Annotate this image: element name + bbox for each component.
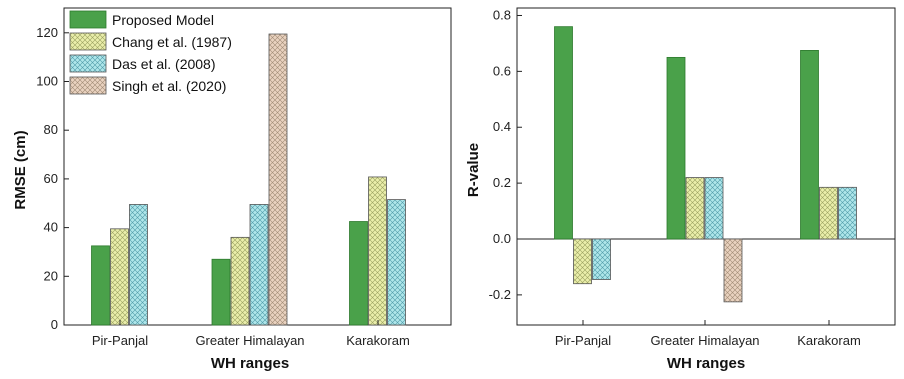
x-tick-label-karakoram: Karakoram: [346, 333, 410, 348]
legend-swatch-proposed-model: [69, 10, 107, 29]
bar-proposed-model-pir-panjal: [91, 245, 110, 326]
legend: Proposed Model Chang et al. (1987) Das et …: [69, 10, 232, 95]
bar-proposed-model-greater-himalayan: [211, 258, 231, 326]
y-tick-label: 80: [44, 122, 58, 137]
legend-label-singh-et-al-2020: Singh et al. (2020): [112, 78, 226, 94]
y-tick-label: 0.6: [493, 63, 511, 78]
bar-das-et-al-2008-greater-himalayan: [704, 177, 724, 240]
rmse-y-axis-title: RMSE (cm): [12, 130, 29, 209]
bar-das-et-al-2008-karakoram: [387, 199, 406, 326]
y-tick-label: 0.2: [493, 175, 511, 190]
x-tick-label-karakoram: Karakoram: [797, 333, 861, 348]
rmse-y-ticks: 0 20 40 60 80 100 120: [36, 25, 69, 332]
bar-das-et-al-2008-pir-panjal: [129, 204, 148, 326]
bar-singh-et-al-2020-greater-himalayan: [723, 238, 743, 303]
r-value-chart: -0.2 0.0 0.2 0.4 0.6 0.8 Pir-Panjal Greater Hi…: [465, 7, 896, 372]
rmse-chart: 0 20 40 60 80 100 120 Pir-Panjal Greater Himala…: [12, 7, 452, 372]
r-value-y-axis-title: R-value: [465, 143, 482, 197]
y-tick-label: 120: [36, 25, 58, 40]
bar-proposed-model-karakoram: [800, 50, 819, 240]
bar-das-et-al-2008-karakoram: [838, 186, 857, 240]
legend-label-chang-et-al-1987: Chang et al. (1987): [112, 34, 232, 50]
bar-das-et-al-2008-pir-panjal: [592, 238, 611, 280]
x-tick-label-greater-himalayan: Greater Himalayan: [650, 333, 759, 348]
bar-chang-et-al-1987-karakoram: [368, 176, 387, 326]
rmse-x-axis-title: WH ranges: [211, 355, 289, 372]
r-value-x-ticks: Pir-Panjal Greater Himalayan Karakoram: [555, 320, 861, 348]
bar-das-et-al-2008-greater-himalayan: [249, 204, 269, 326]
legend-label-das-et-al-2008: Das et al. (2008): [112, 56, 216, 72]
y-tick-label: 0.8: [493, 7, 511, 22]
legend-swatch-chang-et-al-1987: [69, 32, 107, 51]
rmse-x-ticks: Pir-Panjal Greater Himalayan Karakoram: [92, 320, 410, 348]
rmse-bars: [91, 33, 406, 326]
y-tick-label: 40: [44, 220, 58, 235]
y-tick-label: 0.4: [493, 119, 511, 134]
bar-proposed-model-karakoram: [349, 221, 368, 326]
y-tick-label: 20: [44, 268, 58, 283]
bar-proposed-model-greater-himalayan: [666, 56, 686, 240]
legend-swatch-singh-et-al-2020: [69, 76, 107, 95]
bar-proposed-model-pir-panjal: [554, 26, 573, 240]
y-tick-label: 0.0: [493, 231, 511, 246]
r-value-plot-frame: [516, 7, 896, 326]
bar-chang-et-al-1987-greater-himalayan: [230, 236, 250, 326]
bar-chang-et-al-1987-pir-panjal: [110, 228, 129, 326]
x-tick-label-greater-himalayan: Greater Himalayan: [195, 333, 304, 348]
bar-chang-et-al-1987-greater-himalayan: [685, 177, 705, 240]
x-tick-label-pir-panjal: Pir-Panjal: [92, 333, 148, 348]
y-tick-label: 60: [44, 171, 58, 186]
bar-singh-et-al-2020-greater-himalayan: [268, 33, 288, 326]
x-tick-label-pir-panjal: Pir-Panjal: [555, 333, 611, 348]
legend-swatch-das-et-al-2008: [69, 54, 107, 73]
r-value-y-ticks: -0.2 0.0 0.2 0.4 0.6 0.8: [489, 7, 522, 302]
bar-chang-et-al-1987-karakoram: [819, 186, 838, 240]
r-value-x-axis-title: WH ranges: [667, 355, 745, 372]
bar-chang-et-al-1987-pir-panjal: [573, 238, 592, 285]
y-tick-label: 100: [36, 74, 58, 89]
y-tick-label: -0.2: [489, 287, 511, 302]
y-tick-label: 0: [51, 317, 58, 332]
legend-label-proposed-model: Proposed Model: [112, 12, 214, 28]
r-value-bars: [554, 26, 857, 303]
